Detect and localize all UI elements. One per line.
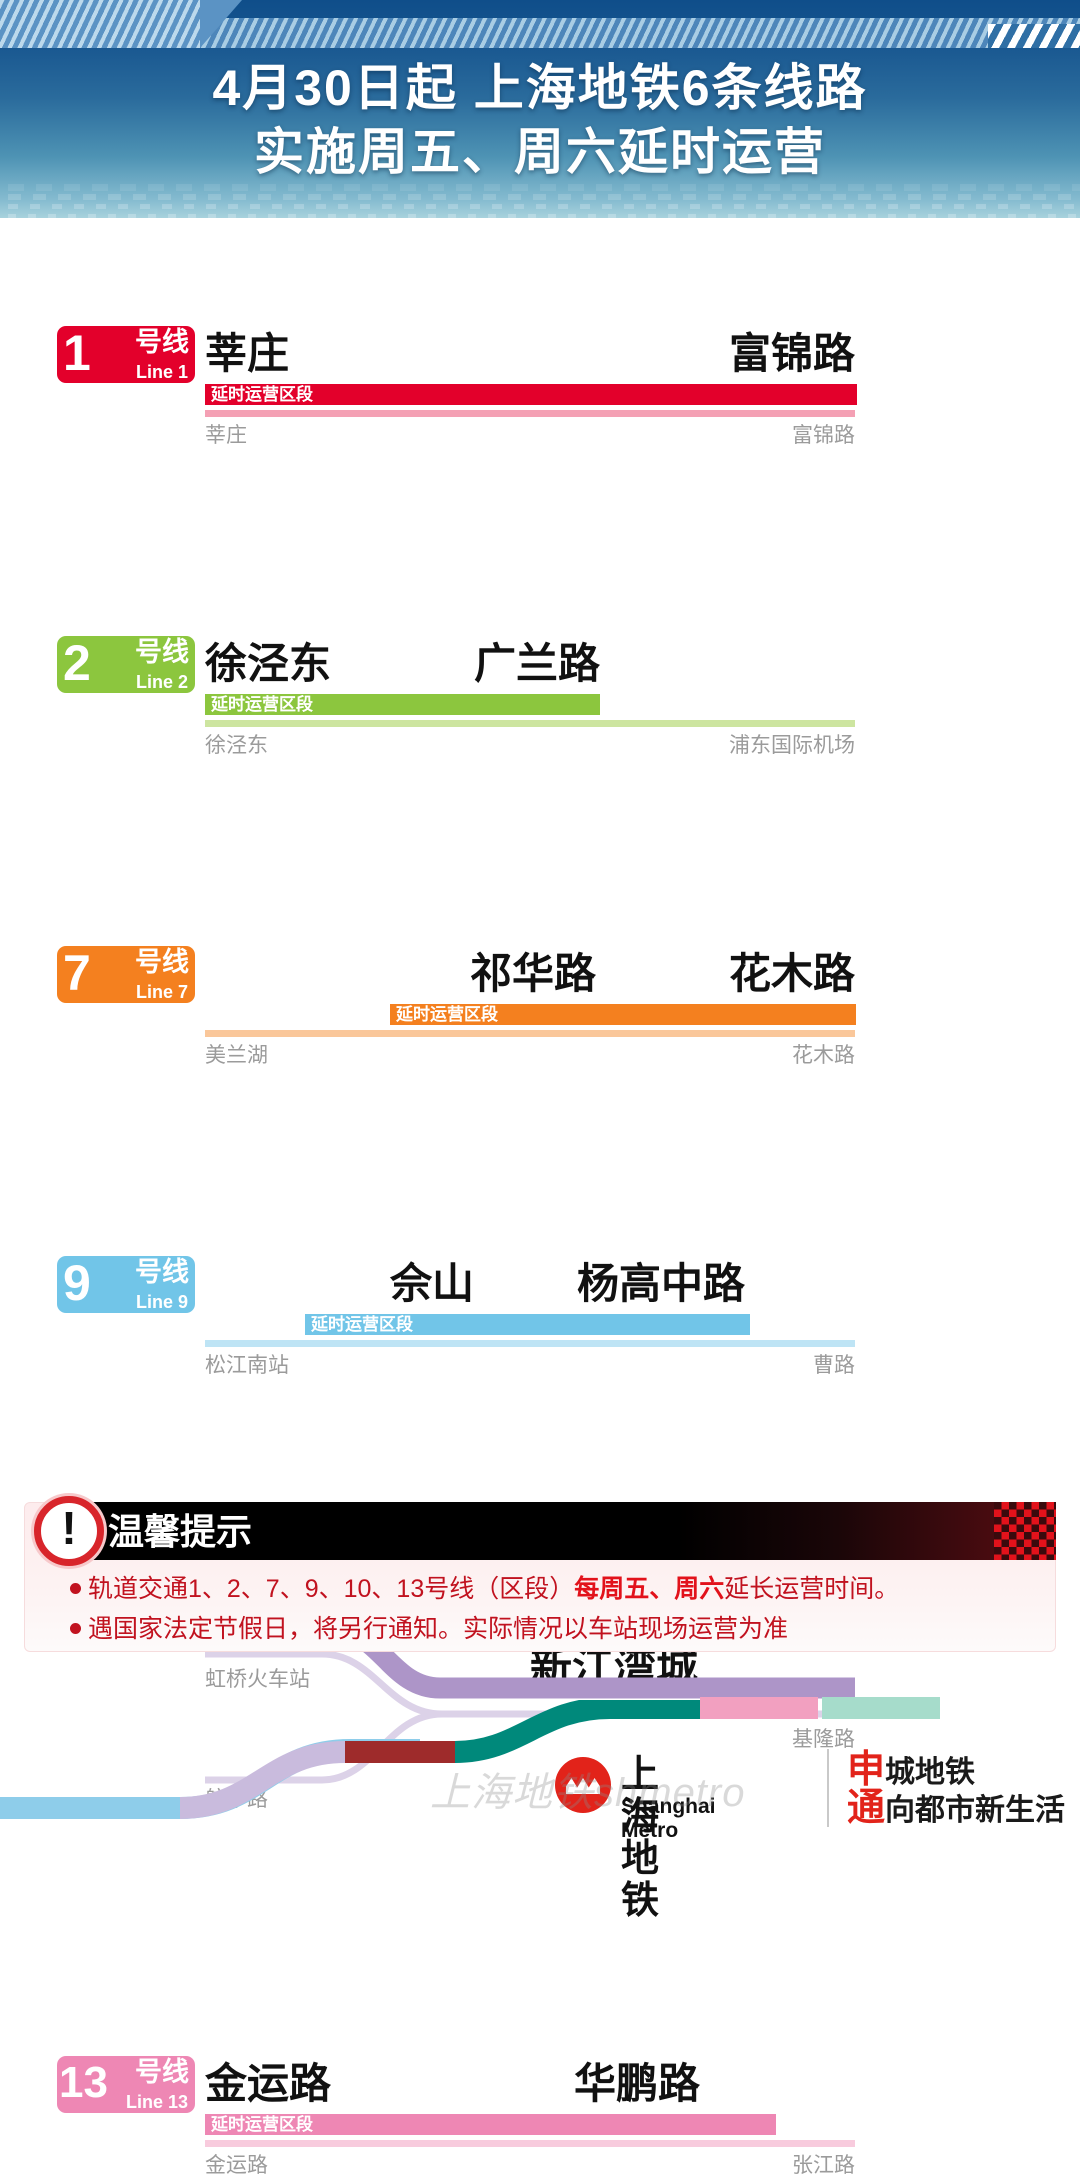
- header-dot-pattern: [0, 178, 1080, 218]
- page-title: 4月30日起 上海地铁6条线路 实施周五、周六延时运营: [0, 56, 1080, 184]
- slogan-red-1: 申: [847, 1749, 886, 1791]
- extended-segment-bar: 延时运营区段: [390, 1004, 856, 1025]
- line-badge-9[interactable]: 9 号线 Line 9: [57, 1256, 195, 1313]
- notice-text-prefix: 遇国家法定节假日，将另行通知。实际情况以车站现场运营为准: [88, 1615, 789, 1643]
- full-route-bar: [205, 720, 855, 727]
- footer-seg-1: [700, 1697, 818, 1719]
- route-start-label: 莘庄: [205, 424, 247, 447]
- line-row-2: 2 号线 Line 2 徐泾东 广兰路 延时运营区段 徐泾东 浦东国际机场: [0, 423, 1080, 757]
- line-badge-13[interactable]: 13 号线 Line 13: [57, 2056, 195, 2113]
- notice-box: 温馨提示 轨道交通1、2、7、9、10、13号线（区段）每周五、周六延长运营时间…: [24, 1496, 1056, 1652]
- full-route-bar: [205, 2140, 855, 2147]
- footer-track-graphic: [0, 1700, 700, 1819]
- extended-segment-bar: 延时运营区段: [205, 694, 600, 715]
- terminus-end-big: 杨高中路: [576, 1260, 745, 1307]
- line-number: 7: [63, 946, 91, 1001]
- line-number: 13: [59, 2058, 108, 2107]
- line-cn-suffix: 号线: [135, 327, 189, 357]
- line-row-1: 1 号线 Line 1 莘庄 富锦路 延时运营区段 莘庄 富锦路: [0, 268, 1080, 447]
- terminus-start-big: 祁华路: [470, 950, 597, 997]
- route-end-label: 基隆路: [792, 1728, 855, 1751]
- page-title-line1: 4月30日起 上海地铁6条线路: [212, 60, 868, 116]
- line-number: 2: [63, 636, 91, 691]
- line-cn-suffix: 号线: [135, 947, 189, 977]
- terminus-end-big: 花木路: [728, 950, 855, 997]
- full-route-bar: [205, 1340, 855, 1347]
- extended-segment-bar: 延时运营区段: [205, 2114, 776, 2135]
- slogan-red-2: 通: [847, 1787, 886, 1829]
- notice-checker-pattern: [994, 1502, 1056, 1560]
- extended-segment-bar: 延时运营区段: [305, 1314, 750, 1335]
- terminus-end-big: 广兰路: [473, 640, 600, 687]
- exclamation-icon: [34, 1496, 104, 1566]
- notice-text-prefix: 轨道交通1、2、7、9、10、13号线（区段）: [88, 1575, 575, 1603]
- slogan: 申城地铁 通向都市新生活: [847, 1751, 1065, 1827]
- notice-title: 温馨提示: [108, 1511, 253, 1552]
- logo-en-text: Shanghai Metro: [621, 1795, 716, 1842]
- line-en-label: Line 2: [135, 672, 188, 692]
- line-en-label: Line 13: [125, 2092, 188, 2112]
- full-route-bar: [205, 1030, 855, 1037]
- header-stripe-left: [0, 0, 242, 48]
- footer-seg-2: [822, 1697, 940, 1719]
- terminus-end-big: 华鹏路: [573, 2060, 700, 2107]
- terminus-start-big: 佘山: [390, 1260, 475, 1307]
- route-end-label: 花木路: [792, 1044, 855, 1067]
- bullet-icon: [70, 1623, 81, 1634]
- extended-segment-label: 延时运营区段: [211, 2115, 313, 2134]
- line-cn-suffix: 号线: [135, 637, 189, 667]
- route-end-label: 富锦路: [792, 424, 855, 447]
- route-start-label: 虹桥火车站: [205, 1668, 310, 1691]
- extended-segment-bar: 延时运营区段: [205, 384, 857, 405]
- line-cn-suffix: 号线: [135, 2057, 189, 2087]
- line-row-10: 10号线Line 10虹桥火车站新江湾城延时运营区段虹桥火车站航中路基隆路: [0, 888, 1080, 1811]
- line-en-label: Line 9: [135, 1292, 188, 1312]
- extended-segment-label: 延时运营区段: [211, 695, 313, 714]
- notice-item-2: 遇国家法定节假日，将另行通知。实际情况以车站现场运营为准: [70, 1614, 789, 1644]
- line-cn-suffix: 号线: [135, 1257, 189, 1287]
- logo-divider: [827, 1749, 829, 1827]
- line-number: 9: [63, 1256, 91, 1311]
- route-start-label: 徐泾东: [205, 734, 268, 757]
- route-start-label: 松江南站: [205, 1354, 289, 1377]
- notice-text-suffix: 延长运营时间。: [724, 1575, 900, 1603]
- extended-segment-label: 延时运营区段: [311, 1315, 413, 1334]
- line-en-label: Line 1: [135, 362, 188, 382]
- full-route-bar: [205, 410, 855, 417]
- header-stripe-band: [195, 18, 1080, 48]
- extended-segment-label: 延时运营区段: [396, 1005, 498, 1024]
- shanghai-metro-logo-icon: [555, 1757, 611, 1813]
- route-end-label: 曹路: [813, 1354, 855, 1377]
- bullet-icon: [70, 1583, 81, 1594]
- route-start-label: 金运路: [205, 2154, 268, 2177]
- line-row-7: 7 号线 Line 7 祁华路 花木路 延时运营区段 美兰湖 花木路: [0, 578, 1080, 1067]
- line-en-label: Line 7: [135, 982, 188, 1002]
- line-row-13: 13 号线 Line 13 金运路 华鹏路 延时运营区段 金运路 张江路: [0, 1133, 1080, 2177]
- terminus-start-big: 金运路: [205, 2060, 332, 2107]
- route-end-label: 浦东国际机场: [729, 734, 855, 757]
- page-title-line2: 实施周五、周六延时运营: [254, 124, 826, 180]
- line-row-9: 9 号线 Line 9 佘山 杨高中路 延时运营区段 松江南站 曹路: [0, 733, 1080, 1377]
- slogan-black-1: 城地铁: [885, 1756, 976, 1789]
- notice-text-emphasis: 每周五、周六: [574, 1575, 725, 1603]
- route-start-label: 美兰湖: [205, 1044, 268, 1067]
- route-end-label: 张江路: [792, 2154, 855, 2177]
- page-header: 4月30日起 上海地铁6条线路 实施周五、周六延时运营: [0, 0, 1080, 218]
- header-stripe-right: [988, 24, 1080, 48]
- extended-segment-label: 延时运营区段: [211, 385, 313, 404]
- slogan-black-2: 向都市新生活: [885, 1794, 1066, 1827]
- page-footer: 上海地铁 Shanghai Metro 申城地铁 通向都市新生活 上海地铁shm…: [0, 1697, 1080, 1922]
- line-number: 1: [63, 326, 91, 381]
- terminus-start-big: 莘庄: [205, 330, 290, 377]
- notice-title-bar: [60, 1502, 1056, 1560]
- notice-item-1: 轨道交通1、2、7、9、10、13号线（区段）每周五、周六延长运营时间。: [70, 1574, 900, 1604]
- terminus-end-big: 富锦路: [728, 330, 855, 377]
- line-list: 1 号线 Line 1 莘庄 富锦路 延时运营区段 莘庄 富锦路 2 号线 Line 2 徐泾东 广兰路…: [0, 218, 1080, 2177]
- line-badge-2[interactable]: 2 号线 Line 2: [57, 636, 195, 693]
- terminus-start-big: 徐泾东: [205, 640, 332, 687]
- watermark: 上海地铁shmetro: [430, 1771, 746, 1815]
- line-badge-7[interactable]: 7 号线 Line 7: [57, 946, 195, 1003]
- line-badge-1[interactable]: 1 号线 Line 1: [57, 326, 195, 383]
